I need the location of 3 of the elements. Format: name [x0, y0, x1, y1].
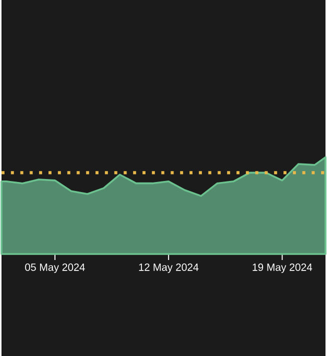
x-tick-label: 05 May 2024: [25, 264, 85, 273]
x-tick-label: 19 May 2024: [252, 264, 312, 273]
x-tick-label: 12 May 2024: [139, 264, 198, 273]
